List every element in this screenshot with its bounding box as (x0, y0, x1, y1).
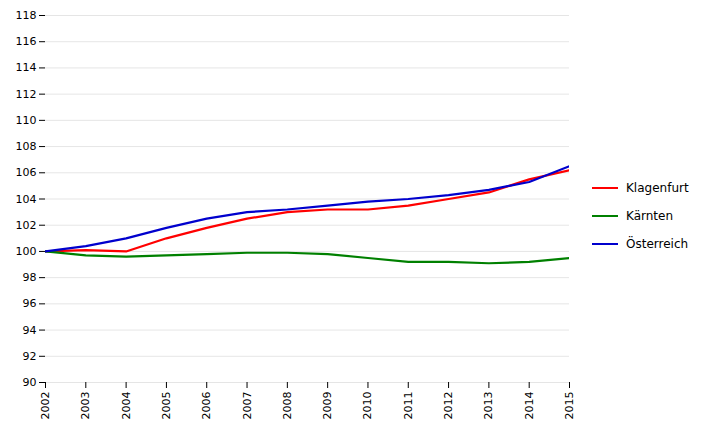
svg-text:2004: 2004 (120, 392, 133, 420)
html-text:Kärnten: Kärnten (626, 209, 673, 223)
svg-text:104: 104 (16, 193, 37, 206)
svg-text:2013: 2013 (482, 392, 495, 420)
svg-text:106: 106 (16, 166, 37, 179)
svg-text:116: 116 (16, 35, 37, 48)
svg-text:100: 100 (16, 245, 37, 258)
svg-text:98: 98 (23, 271, 37, 284)
svg-text:2011: 2011 (402, 392, 415, 420)
svg-text:2010: 2010 (361, 392, 374, 420)
html-text:Österreich: Österreich (626, 237, 689, 251)
svg-text:94: 94 (23, 324, 37, 337)
svg-text:2008: 2008 (281, 392, 294, 420)
svg-text:2007: 2007 (241, 392, 254, 420)
svg-text:112: 112 (16, 88, 37, 101)
svg-text:2005: 2005 (160, 392, 173, 420)
svg-text:92: 92 (23, 350, 37, 363)
svg-text:2015: 2015 (563, 392, 576, 420)
svg-text:2014: 2014 (523, 392, 536, 420)
svg-text:90: 90 (23, 376, 37, 389)
svg-text:118: 118 (16, 9, 37, 22)
svg-text:2006: 2006 (200, 392, 213, 420)
svg-text:2009: 2009 (321, 392, 334, 420)
svg-text:2002: 2002 (39, 392, 52, 420)
svg-text:108: 108 (16, 140, 37, 153)
svg-text:110: 110 (16, 114, 37, 127)
html-text:Klagenfurt: Klagenfurt (626, 181, 689, 195)
svg-text:96: 96 (23, 297, 37, 310)
svg-text:114: 114 (16, 61, 37, 74)
svg-text:2003: 2003 (79, 392, 92, 420)
svg-text:2012: 2012 (442, 392, 455, 420)
svg-text:102: 102 (16, 219, 37, 232)
